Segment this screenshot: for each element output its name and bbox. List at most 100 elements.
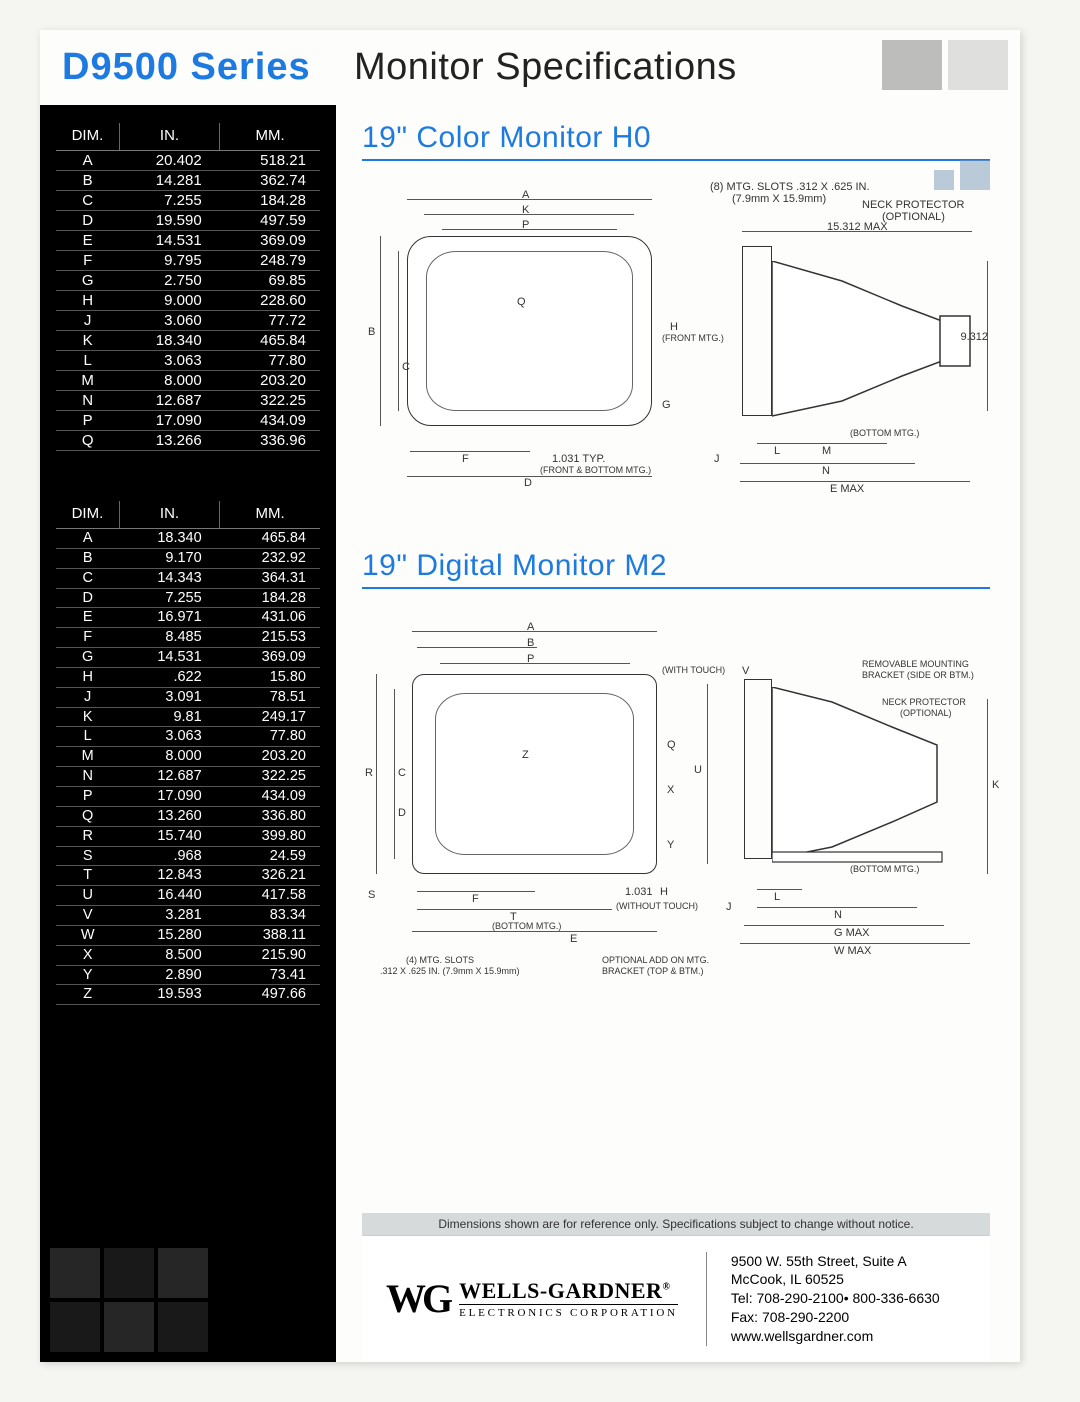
addr-tel: Tel: 708-290-2100• 800-336-6630 (731, 1289, 940, 1308)
cell-dim: M (56, 371, 119, 391)
page: D9500 Series Monitor Specifications DIM.… (40, 30, 1020, 1362)
cell-mm: 434.09 (220, 786, 320, 806)
cell-in: 2.750 (119, 271, 219, 291)
dim-b2: B (527, 637, 534, 649)
table-row: M8.000203.20 (56, 371, 320, 391)
dim-r2: R (365, 767, 373, 779)
cell-mm: 73.41 (220, 965, 320, 985)
section-title-h0: 19" Color Monitor H0 (362, 121, 990, 155)
logo: WG WELLS-GARDNER® ELECTRONICS CORPORATIO… (386, 1275, 678, 1322)
cell-dim: T (56, 866, 119, 886)
h0-front-frame (407, 236, 652, 426)
dim-c: C (402, 361, 410, 373)
cell-dim: L (56, 727, 119, 747)
cell-dim: U (56, 886, 119, 906)
h0-max-w: 15.312 MAX (827, 221, 888, 233)
h0-optional: (OPTIONAL) (882, 211, 945, 223)
cell-in: 14.531 (119, 648, 219, 668)
dim-s2: S (368, 889, 375, 901)
cell-in: 13.266 (119, 431, 219, 451)
header-decoration (882, 40, 1008, 90)
cell-in: 9.795 (119, 251, 219, 271)
cell-mm: 465.84 (220, 331, 320, 351)
table-row: J3.09178.51 (56, 687, 320, 707)
cell-in: 7.255 (119, 588, 219, 608)
cell-mm: 248.79 (220, 251, 320, 271)
logo-text: WELLS-GARDNER® ELECTRONICS CORPORATION (459, 1278, 678, 1319)
dim-b: B (368, 326, 375, 338)
table-row: K9.81249.17 (56, 707, 320, 727)
dim-f: F (462, 453, 469, 465)
cell-mm: 497.59 (220, 211, 320, 231)
cell-in: 8.000 (119, 747, 219, 767)
cell-dim: A (56, 529, 119, 549)
cell-dim: J (56, 687, 119, 707)
m2-screen (435, 693, 634, 855)
logo-mark: WG (386, 1275, 449, 1322)
cell-mm: 431.06 (220, 608, 320, 628)
m2-without-touch: (WITHOUT TOUCH) (616, 901, 698, 911)
cell-mm: 434.09 (220, 411, 320, 431)
m2-optional: (OPTIONAL) (900, 708, 952, 718)
cell-dim: K (56, 331, 119, 351)
cell-dim: R (56, 826, 119, 846)
h0-neck-shape (772, 261, 982, 424)
dim-u2: U (694, 764, 702, 776)
cell-in: 12.687 (119, 391, 219, 411)
cell-mm: 83.34 (220, 906, 320, 926)
rule (362, 159, 990, 161)
cell-mm: 417.58 (220, 886, 320, 906)
dim-g2: G MAX (834, 927, 869, 939)
col-dim: DIM. (56, 123, 119, 151)
dim-n2: N (834, 909, 842, 921)
cell-in: 20.402 (119, 151, 219, 171)
cell-dim: K (56, 707, 119, 727)
table-row: N12.687322.25 (56, 767, 320, 787)
cell-in: 8.485 (119, 628, 219, 648)
cell-mm: 369.09 (220, 231, 320, 251)
table-row: L3.06377.80 (56, 351, 320, 371)
table-row: L3.06377.80 (56, 727, 320, 747)
dim-p2: P (527, 653, 534, 665)
addr-line2: McCook, IL 60525 (731, 1270, 940, 1289)
dim-k: K (522, 204, 529, 216)
dim-y2: Y (667, 839, 674, 851)
cell-dim: F (56, 628, 119, 648)
reg-mark: ® (662, 1282, 670, 1293)
dim-a: A (522, 189, 529, 201)
cell-dim: S (56, 846, 119, 866)
cell-dim: V (56, 906, 119, 926)
table-row: H9.000228.60 (56, 291, 320, 311)
cell-mm: 388.11 (220, 925, 320, 945)
cell-in: 18.340 (119, 331, 219, 351)
cell-dim: E (56, 608, 119, 628)
table-row: S.96824.59 (56, 846, 320, 866)
cell-mm: 24.59 (220, 846, 320, 866)
cell-in: 16.440 (119, 886, 219, 906)
table-row: P17.090434.09 (56, 786, 320, 806)
table-row: Y2.89073.41 (56, 965, 320, 985)
m2-mtg-slots-dim: .312 X .625 IN. (7.9mm X 15.9mm) (380, 966, 520, 976)
cell-mm: 15.80 (220, 667, 320, 687)
cell-mm: 228.60 (220, 291, 320, 311)
table-row: Q13.260336.80 (56, 806, 320, 826)
col-dim: DIM. (56, 501, 119, 529)
table-row: A18.340465.84 (56, 529, 320, 549)
cell-in: 17.090 (119, 786, 219, 806)
cell-dim: D (56, 211, 119, 231)
table-row: E14.531369.09 (56, 231, 320, 251)
cell-dim: X (56, 945, 119, 965)
table-row: Q13.266336.96 (56, 431, 320, 451)
cell-mm: 322.25 (220, 767, 320, 787)
cell-dim: Z (56, 985, 119, 1005)
dim-a2: A (527, 621, 534, 633)
table-row: A20.402518.21 (56, 151, 320, 171)
cell-in: 12.687 (119, 767, 219, 787)
company-subtitle: ELECTRONICS CORPORATION (459, 1304, 678, 1319)
cell-mm: 69.85 (220, 271, 320, 291)
cell-dim: H (56, 291, 119, 311)
dim-l: L (774, 445, 780, 457)
cell-mm: 497.66 (220, 985, 320, 1005)
addr-line1: 9500 W. 55th Street, Suite A (731, 1252, 940, 1271)
cell-mm: 369.09 (220, 648, 320, 668)
